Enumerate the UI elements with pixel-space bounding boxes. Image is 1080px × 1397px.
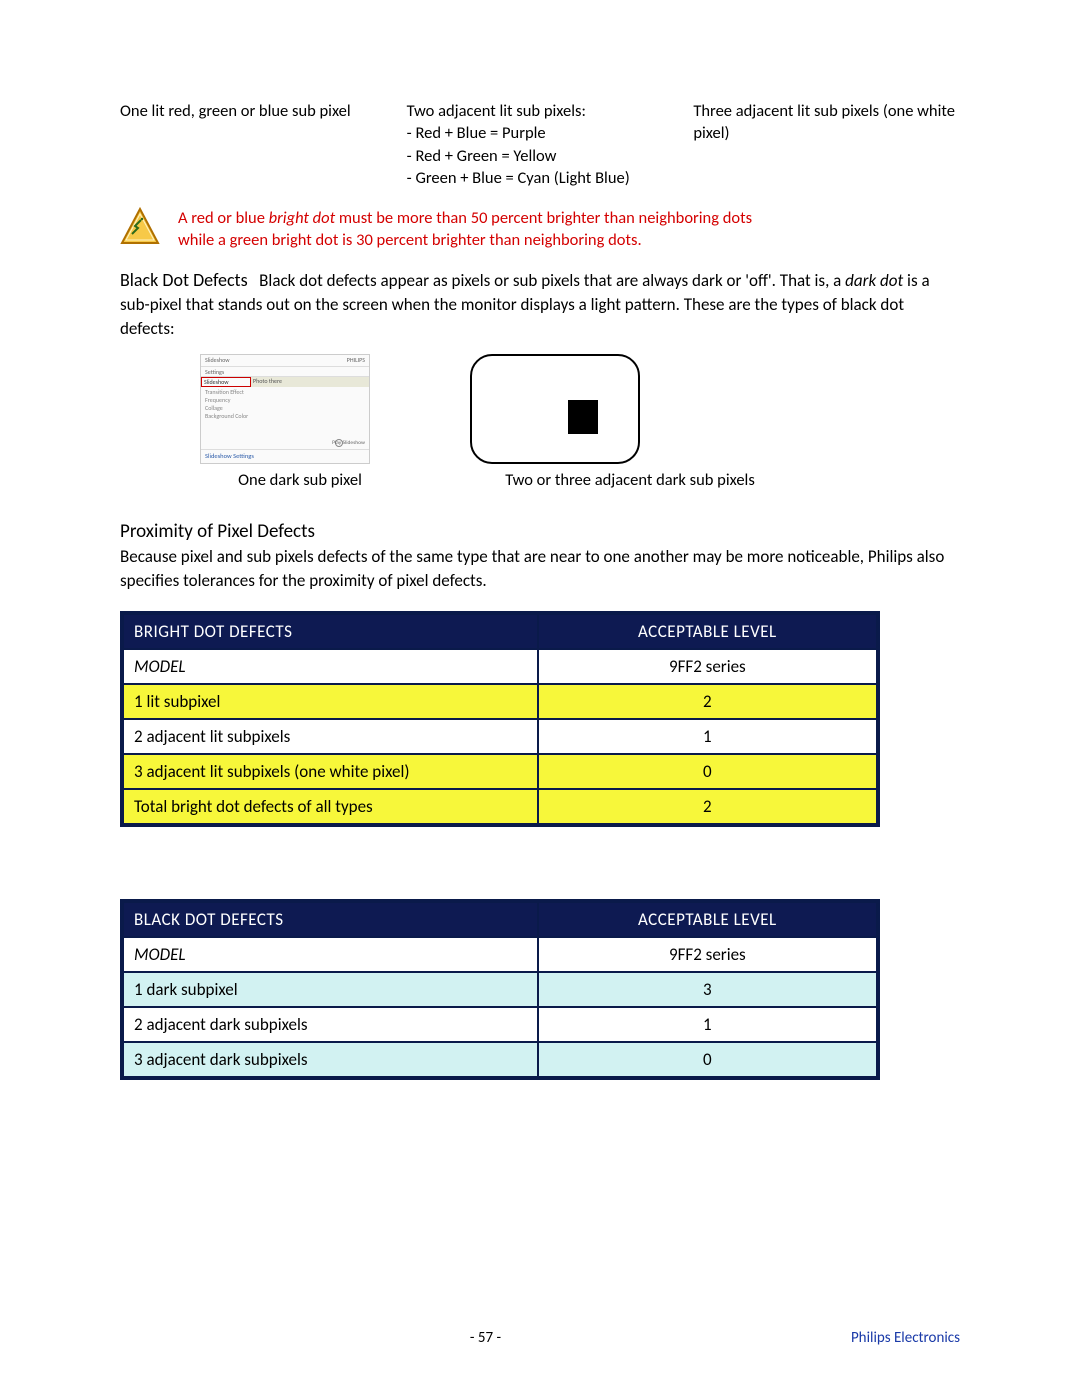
black-dot-body-b: dark dot [845, 270, 903, 291]
page-content: One lit red, green or blue sub pixel Two… [0, 0, 1080, 1130]
bright-row-value: 1 [538, 719, 877, 754]
fig1-list: Transition Effect Frequency Collage Back… [201, 387, 369, 422]
bright-row-label: Total bright dot defects of all types [123, 789, 538, 824]
page-footer: - 57 - Philips Electronics [120, 1329, 960, 1347]
fig1-sel-right: Photo there [251, 377, 369, 387]
col-three-adjacent: Three adjacent lit sub pixels (one white… [693, 100, 960, 189]
black-hdr-1: BLACK DOT DEFECTS [123, 902, 538, 937]
black-row-value: 1 [538, 1007, 877, 1042]
black-row-value: 0 [538, 1042, 877, 1077]
black-dot-paragraph: Black Dot Defects Black dot defects appe… [120, 268, 960, 341]
fig1-sel-left: Slideshow [201, 377, 251, 387]
bright-hdr-2: ACCEPTABLE LEVEL [538, 614, 877, 649]
fig1-play-label: Play Slideshow [332, 440, 365, 446]
black-dot-table: BLACK DOT DEFECTS ACCEPTABLE LEVEL MODEL… [120, 899, 880, 1080]
bright-dot-table: BRIGHT DOT DEFECTS ACCEPTABLE LEVEL MODE… [120, 611, 880, 827]
caption-2: Two or three adjacent dark sub pixels [460, 470, 800, 490]
fig1-list-1: Frequency [205, 397, 365, 405]
proximity-heading: Proximity of Pixel Defects [120, 520, 960, 543]
fig1-bottom: Slideshow Settings [201, 449, 369, 463]
bright-row-label: 1 lit subpixel [123, 684, 538, 719]
fig1-list-3: Background Color [205, 413, 365, 421]
note-red-c: must be more than 50 percent brighter th… [335, 208, 752, 228]
fig1-tab1: Slideshow [205, 356, 230, 366]
bright-hdr-1: BRIGHT DOT DEFECTS [123, 614, 538, 649]
fig1-tab1r: PHILIPS [347, 356, 365, 366]
black-row-label: 3 adjacent dark subpixels [123, 1042, 538, 1077]
note-red-b: bright dot [269, 208, 335, 228]
black-row-label: 2 adjacent dark subpixels [123, 1007, 538, 1042]
black-row-label: 1 dark subpixel [123, 972, 538, 1007]
bright-model-value: 9FF2 series [538, 649, 877, 684]
black-dot-heading: Black Dot Defects [120, 269, 248, 291]
figure-dark-pixel [470, 354, 640, 464]
caption-1: One dark sub pixel [200, 470, 400, 490]
col-one-lit: One lit red, green or blue sub pixel [120, 100, 387, 189]
table-row: 2 adjacent dark subpixels1 [123, 1007, 877, 1042]
dark-pixel-square [568, 400, 598, 434]
black-model-label: MODEL [123, 937, 538, 972]
bright-row-label: 3 adjacent lit subpixels (one white pixe… [123, 754, 538, 789]
table-row: 1 dark subpixel3 [123, 972, 877, 1007]
table-row: 3 adjacent lit subpixels (one white pixe… [123, 754, 877, 789]
black-model-value: 9FF2 series [538, 937, 877, 972]
bright-row-value: 2 [538, 684, 877, 719]
table-row: 2 adjacent lit subpixels1 [123, 719, 877, 754]
table-row: 3 adjacent dark subpixels0 [123, 1042, 877, 1077]
table-row: Total bright dot defects of all types2 [123, 789, 877, 824]
warning-text: A red or blue bright dot must be more th… [178, 207, 960, 252]
warning-note: A red or blue bright dot must be more th… [120, 207, 960, 252]
warning-icon [120, 207, 160, 247]
black-row-value: 3 [538, 972, 877, 1007]
bright-row-label: 2 adjacent lit subpixels [123, 719, 538, 754]
pixel-type-columns: One lit red, green or blue sub pixel Two… [120, 100, 960, 189]
figure-captions: One dark sub pixel Two or three adjacent… [200, 470, 960, 490]
bright-row-value: 2 [538, 789, 877, 824]
proximity-body: Because pixel and sub pixels defects of … [120, 545, 960, 593]
bright-model-label: MODEL [123, 649, 538, 684]
page-number: - 57 - [120, 1329, 851, 1347]
footer-brand: Philips Electronics [851, 1329, 960, 1347]
figure-slideshow: Slideshow PHILIPS Settings Slideshow Phot… [200, 354, 370, 464]
figure-row: Slideshow PHILIPS Settings Slideshow Phot… [200, 354, 960, 464]
col-two-adjacent: Two adjacent lit sub pixels: - Red + Blu… [407, 100, 674, 189]
black-dot-body-a: Black dot defects appear as pixels or su… [259, 270, 845, 291]
table-row: 1 lit subpixel2 [123, 684, 877, 719]
black-hdr-2: ACCEPTABLE LEVEL [538, 902, 877, 937]
fig1-tab2: Settings [205, 368, 224, 376]
bright-row-value: 0 [538, 754, 877, 789]
note-red-line2: while a green bright dot is 30 percent b… [178, 230, 642, 250]
note-red-a: A red or blue [178, 208, 269, 228]
